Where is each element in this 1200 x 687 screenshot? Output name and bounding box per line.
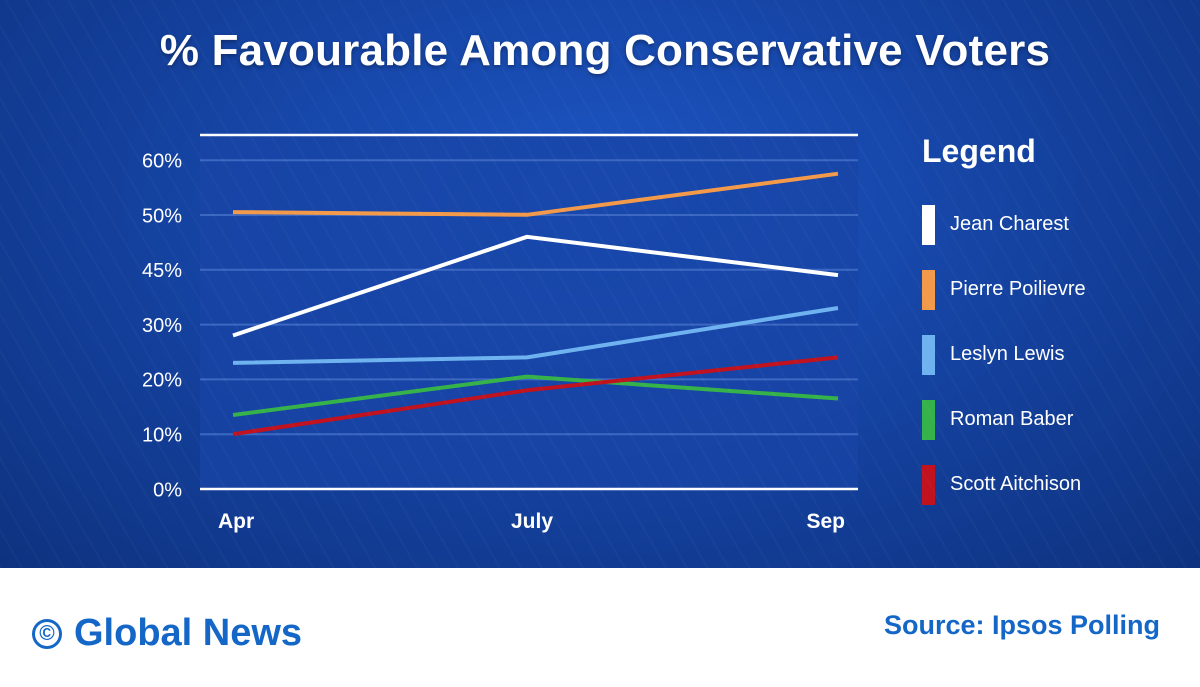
legend-item: Scott Aitchison bbox=[922, 452, 1192, 517]
legend-swatch bbox=[922, 269, 935, 310]
legend-title: Legend bbox=[922, 133, 1036, 169]
legend-label: Jean Charest bbox=[950, 213, 1069, 235]
y-tick-label: 45% bbox=[142, 260, 182, 282]
y-tick-label: 60% bbox=[142, 150, 182, 172]
legend-label: Leslyn Lewis bbox=[950, 343, 1065, 365]
line-chart: 0% 10% 20% 30% 45% 50% 60% Apr July Sep bbox=[142, 135, 858, 533]
legend-item: Leslyn Lewis bbox=[922, 322, 1192, 387]
x-tick-label: Apr bbox=[218, 510, 254, 533]
legend-item: Jean Charest bbox=[922, 192, 1192, 257]
legend-label: Pierre Poilievre bbox=[950, 278, 1086, 300]
copyright-icon: © bbox=[32, 618, 62, 649]
legend-swatch bbox=[922, 204, 935, 245]
y-tick-label: 20% bbox=[142, 370, 182, 392]
y-tick-label: 0% bbox=[153, 479, 182, 501]
chart-title: % Favourable Among Conservative Voters bbox=[159, 26, 1051, 75]
footer: © Global News Source: Ipsos Polling bbox=[0, 568, 1200, 687]
y-tick-label: 30% bbox=[142, 315, 182, 337]
series-line-roman-baber bbox=[232, 374, 839, 417]
chart-graphic: % Favourable Among Conservative Voters 0… bbox=[0, 0, 1200, 568]
y-tick-label: 50% bbox=[142, 205, 182, 227]
legend-swatch bbox=[922, 464, 935, 505]
legend-item: Roman Baber bbox=[922, 387, 1192, 452]
legend: Legend Jean Charest Pierre Poilievre Lesly… bbox=[922, 133, 1192, 517]
series-line-jean-charest bbox=[232, 234, 839, 338]
y-tick-label: 10% bbox=[142, 424, 182, 446]
source-note: Source: Ipsos Polling bbox=[883, 610, 1160, 640]
legend-items: Jean Charest Pierre Poilievre Leslyn Lewis… bbox=[922, 192, 1192, 517]
x-tick-label: Sep bbox=[806, 510, 845, 533]
brand-name: Global News bbox=[74, 612, 303, 654]
legend-swatch bbox=[922, 399, 935, 440]
series-line-leslyn-lewis bbox=[232, 306, 839, 365]
series-line-scott-aitchison bbox=[232, 355, 839, 437]
legend-item: Pierre Poilievre bbox=[922, 257, 1192, 322]
x-tick-label: July bbox=[511, 510, 553, 533]
legend-swatch bbox=[922, 334, 935, 375]
series-line-pierre-poilievre bbox=[232, 171, 839, 217]
legend-label: Roman Baber bbox=[950, 408, 1074, 430]
legend-label: Scott Aitchison bbox=[950, 473, 1082, 495]
brand-logo: © Global News bbox=[32, 612, 302, 655]
plot-area bbox=[200, 135, 858, 489]
